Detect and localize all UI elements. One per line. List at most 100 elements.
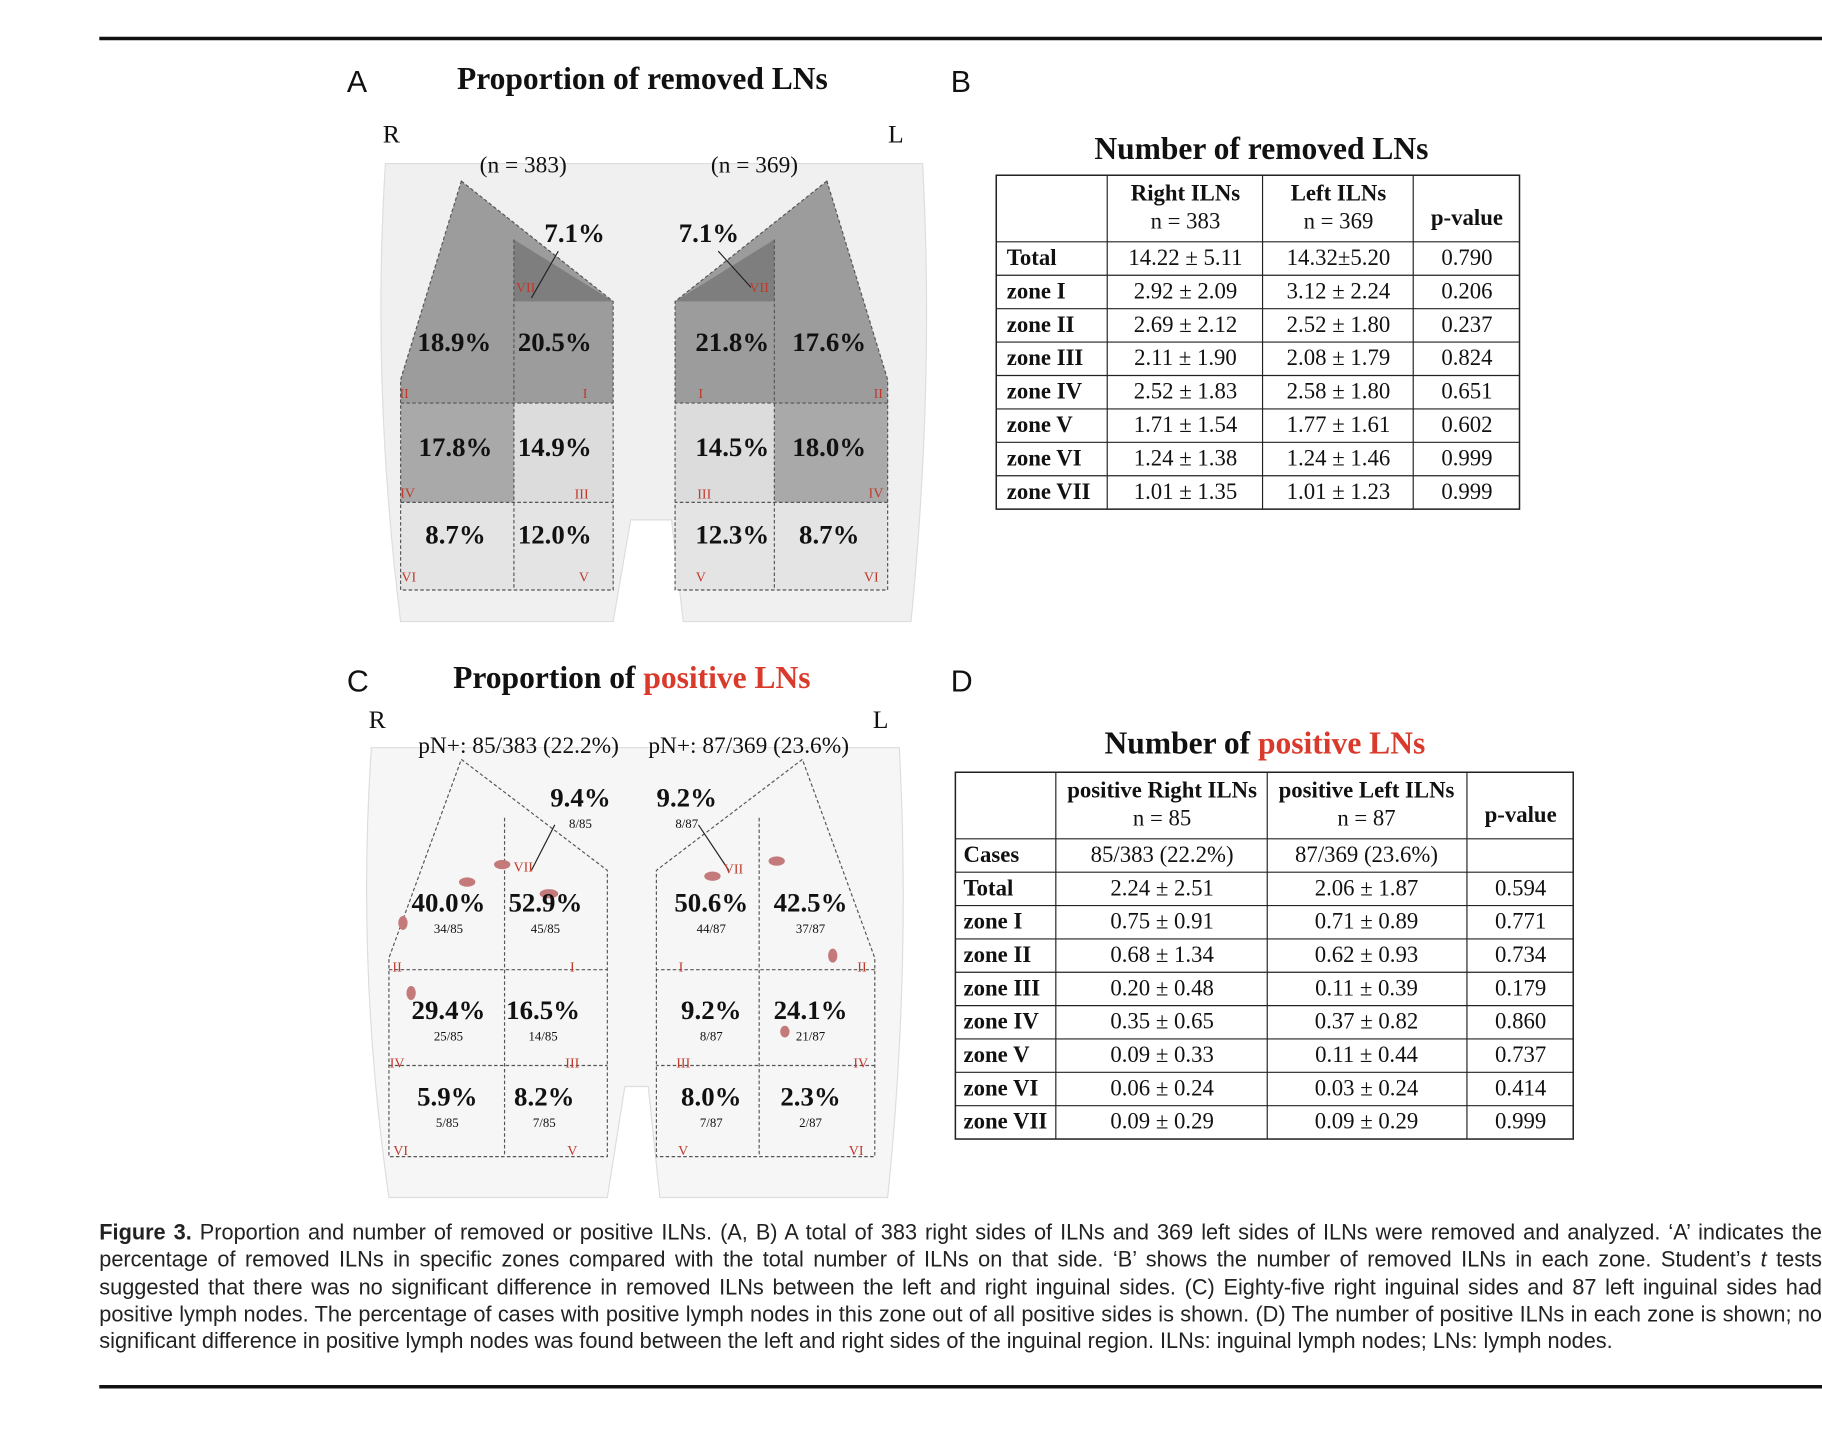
panel-a-drawing (380, 162, 928, 623)
zone-percent: 18.9% (417, 327, 491, 357)
row-label: zone II (964, 942, 1032, 967)
node (539, 889, 559, 899)
row-label: Cases (964, 842, 1020, 867)
column-header: p-value (1431, 205, 1503, 230)
caption-label: Figure 3. (99, 1219, 192, 1245)
zone-percent: 21.8% (695, 327, 769, 357)
side-count: pN+: 87/369 (23.6%) (648, 733, 849, 759)
row-label: zone IV (964, 1009, 1040, 1034)
zone-percent: 8.0% (681, 1082, 741, 1112)
node (406, 986, 416, 1001)
zone-numeral: IV (400, 486, 415, 501)
panel-label: C (347, 665, 369, 698)
row-label: zone IV (1007, 379, 1083, 404)
table-cell: 2.52 ± 1.83 (1134, 379, 1238, 404)
column-header: Left ILNs (1291, 180, 1387, 205)
node (828, 948, 838, 963)
table-cell: 0.03 ± 0.24 (1315, 1075, 1419, 1100)
table-cell: 0.06 ± 0.24 (1110, 1075, 1214, 1100)
zone-fraction: 7/87 (700, 1116, 723, 1130)
table-cell: 0.860 (1495, 1009, 1546, 1034)
table-cell: 2.58 ± 1.80 (1287, 379, 1391, 404)
zone-numeral: II (874, 387, 884, 402)
zone-percent: 9.2% (681, 995, 741, 1025)
title-part: Number of (1105, 726, 1258, 761)
table-cell: 0.11 ± 0.39 (1315, 975, 1418, 1000)
table-cell: 2.08 ± 1.79 (1287, 345, 1391, 370)
caption-text: tests suggested that there was no signif… (99, 1246, 1822, 1354)
title-part: Proportion of (453, 660, 643, 695)
zone-numeral: III (697, 488, 711, 503)
column-count: n = 85 (1133, 805, 1191, 830)
zone-fraction: 8/87 (675, 817, 698, 831)
table-cell: 0.09 ± 0.33 (1110, 1042, 1214, 1067)
row-label: zone II (1007, 312, 1075, 337)
zone-fraction: 5/85 (436, 1116, 459, 1130)
zone-numeral: IV (390, 1057, 405, 1072)
zone-numeral: V (678, 1144, 688, 1159)
table-cell: 0.734 (1495, 942, 1547, 967)
zone-fraction: 34/85 (434, 922, 463, 936)
node (704, 871, 721, 881)
table-cell: 0.179 (1495, 975, 1546, 1000)
title-highlight: positive LNs (1258, 726, 1425, 761)
table-cell: 2.24 ± 2.51 (1110, 875, 1214, 900)
table-cell: 0.68 ± 1.34 (1110, 942, 1214, 967)
zone-numeral: II (392, 961, 402, 976)
row-label: zone VI (1007, 445, 1082, 470)
zone-percent: 8.7% (425, 520, 485, 550)
side-count: (n = 383) (480, 152, 567, 178)
row-label: zone I (964, 909, 1023, 934)
table-cell: 0.206 (1441, 278, 1492, 303)
zone-percent: 17.6% (792, 327, 866, 357)
zone-percent: 17.8% (419, 432, 493, 462)
lymph-nodes (398, 856, 838, 1038)
zone-fraction: 37/87 (796, 922, 826, 936)
row-label: zone VII (1007, 479, 1091, 504)
side-count: pN+: 85/383 (22.2%) (418, 733, 619, 759)
zone-percent: 8.7% (799, 520, 859, 550)
table-cell: 2.69 ± 2.12 (1134, 312, 1238, 337)
zone-numeral: III (565, 1057, 579, 1072)
caption-italic: t (1760, 1246, 1767, 1272)
zone-numeral: II (857, 961, 867, 976)
zone-percent: 12.3% (695, 520, 769, 550)
table-cell: 85/383 (22.2%) (1091, 842, 1234, 867)
row-label: zone III (1007, 345, 1084, 370)
zone-fraction: 7/85 (533, 1116, 556, 1130)
zone-percent: 2.3% (780, 1082, 840, 1112)
column-header: positive Left ILNs (1279, 777, 1455, 802)
table-cell: 1.71 ± 1.54 (1134, 412, 1238, 437)
zone-borders (400, 180, 614, 591)
zone-percent: 14.9% (518, 432, 592, 462)
table-cell: 0.602 (1441, 412, 1492, 437)
zone-numeral: I (679, 961, 684, 976)
table-title: Number of positive LNs (1105, 726, 1426, 761)
zone-numeral: VI (849, 1144, 864, 1159)
zone-numeral: V (579, 571, 589, 586)
zone-percent: 16.5% (506, 995, 580, 1025)
zone-numeral: VI (393, 1144, 408, 1159)
left-zones (674, 180, 889, 591)
panel-label: A (347, 66, 368, 99)
leader-line (530, 824, 556, 871)
zone-numeral: IV (853, 1057, 868, 1072)
zone-percent: 14.5% (695, 432, 769, 462)
panel-label: D (951, 665, 973, 698)
column-count: n = 87 (1337, 805, 1395, 830)
table-cell: 0.71 ± 0.89 (1315, 909, 1419, 934)
zone-numeral: I (698, 387, 703, 402)
column-header: positive Right ILNs (1067, 777, 1257, 802)
table-cell: 0.824 (1441, 345, 1493, 370)
table-cell: 0.651 (1441, 379, 1492, 404)
zone-percent: 52.9% (509, 888, 583, 918)
table-cell: 2.52 ± 1.80 (1287, 312, 1391, 337)
leader-line (697, 824, 730, 871)
zone-numeral: I (570, 961, 575, 976)
table-cell: 1.24 ± 1.46 (1287, 445, 1391, 470)
zone-percent: 9.4% (550, 782, 610, 812)
table-cell: 0.62 ± 0.93 (1315, 942, 1419, 967)
zone-fraction: 21/87 (796, 1029, 826, 1043)
zone-percent: 8.2% (514, 1082, 574, 1112)
row-label: zone VI (964, 1075, 1039, 1100)
